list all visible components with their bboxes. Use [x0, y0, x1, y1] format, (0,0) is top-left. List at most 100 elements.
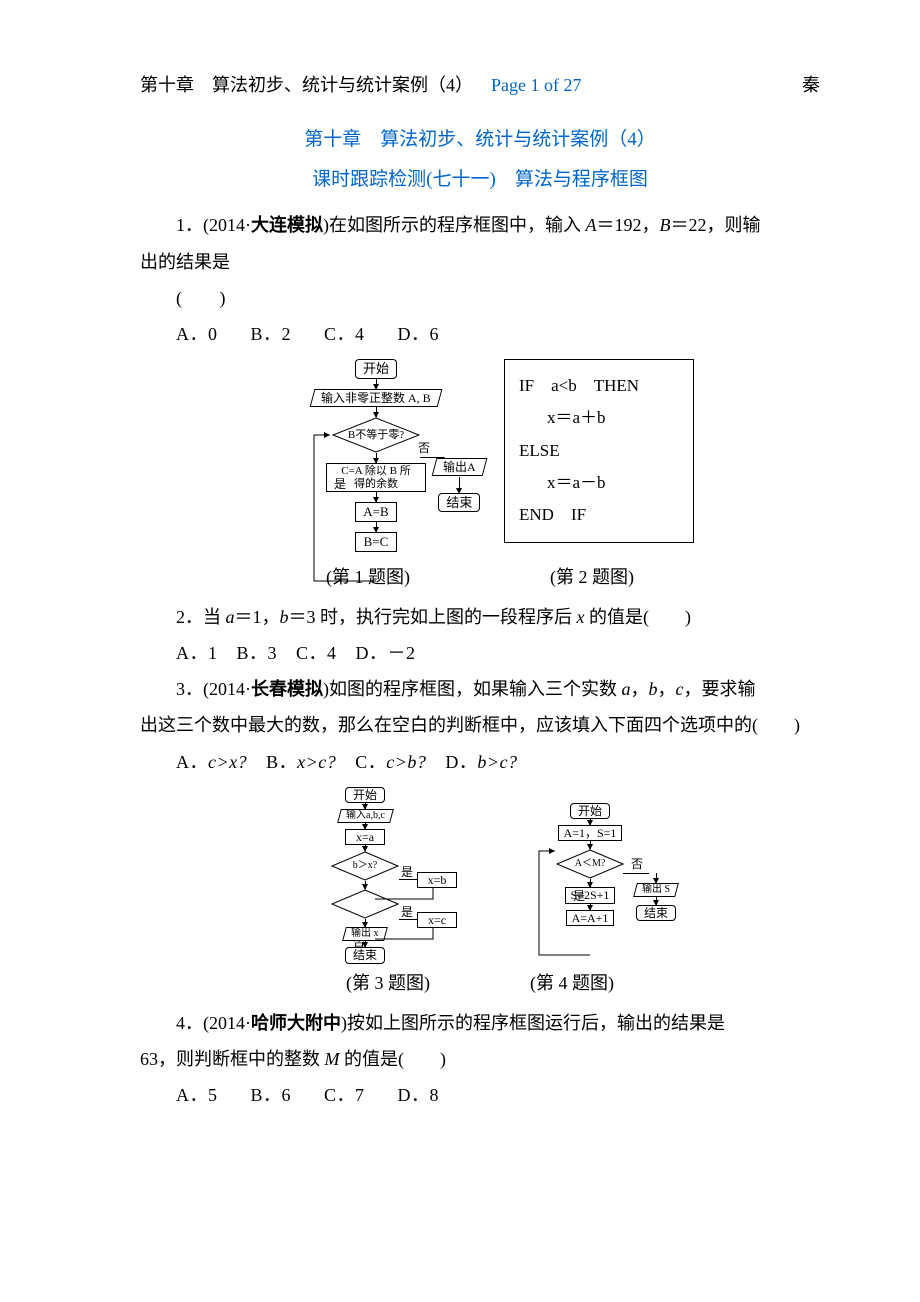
q2-eqa: ＝1，	[235, 607, 280, 627]
fc3-yes1: 是	[401, 865, 413, 879]
pseudocode-q2: IF a<b THEN x＝a＋b ELSE x＝a－b END IF	[504, 359, 694, 542]
q1-opt-A: 0	[208, 324, 218, 344]
q4-opt-B: 6	[282, 1085, 292, 1105]
q3-stem: 3．(2014·长春模拟)如图的程序框图，如果输入三个实数 a，b，c，要求输	[140, 672, 820, 706]
q4-text-a: 4．(2014·	[176, 1013, 251, 1033]
fc3-xb: x=b	[417, 872, 457, 888]
q3-text-b: )如图的程序框图，如果输入三个实数	[323, 679, 622, 699]
fc1-end: 结束	[438, 493, 480, 513]
q4-opt-D: 8	[430, 1085, 440, 1105]
fig4-label: (第 4 题图)	[530, 966, 614, 1000]
q1-varA: A	[586, 215, 597, 235]
fc1-step-bc: B=C	[355, 532, 397, 552]
q1-text-a: 1．(2014·	[176, 215, 251, 235]
q4-options: A．5 B．6 C．7 D．8	[140, 1078, 820, 1112]
fc1-label-no: 否	[418, 441, 430, 455]
q1-varB: B	[660, 215, 671, 235]
fc4-a: A=A+1	[566, 910, 615, 926]
q1-opt-D: 6	[430, 324, 440, 344]
q4-source: 哈师大附中	[251, 1013, 341, 1033]
figure-row-1: 开始 输入非零正整数 A, B B不等于零? 否 输出A 结束 是 C	[140, 359, 820, 551]
q2-stem: 2．当 a＝1，b＝3 时，执行完如上图的一段程序后 x 的值是( )	[140, 600, 820, 634]
fc4-out: 输出 S	[633, 883, 679, 897]
q1-stem-2: 出的结果是	[140, 245, 820, 279]
q4-opt-C: 7	[355, 1085, 365, 1105]
q1-paren: ( )	[140, 281, 820, 315]
q2-opt-A: 1	[208, 643, 218, 663]
fc1-right-branch: 输出A 结束	[434, 457, 485, 512]
fc4-start: 开始	[570, 803, 610, 819]
fig2-label: (第 2 题图)	[550, 560, 634, 594]
flowchart-q4: 开始 A=1，S=1 A＜M? 否 是 输出 S 结束 S=2S+1 A=A+1	[495, 803, 685, 927]
fc4-no: 否	[631, 857, 643, 871]
header-chapter: 第十章 算法初步、统计与统计案例（4）	[140, 68, 473, 102]
q2-opt-D: －2	[388, 643, 416, 663]
q3-a: a	[622, 679, 631, 699]
fc3-input: 输入a,b,c	[337, 809, 394, 823]
fc3-xc: x=c	[417, 912, 457, 928]
q2-a: a	[226, 607, 235, 627]
flowchart-q1: 开始 输入非零正整数 A, B B不等于零? 否 输出A 结束 是 C	[266, 359, 486, 551]
fc3-out: 输出 x	[342, 927, 387, 941]
pseudo-l4: x＝a－b	[519, 467, 679, 499]
q2-x: x	[577, 607, 585, 627]
header-page-number: Page 1 of 27	[491, 68, 581, 102]
fig3-label: (第 3 题图)	[346, 966, 430, 1000]
pseudo-l1: IF a<b THEN	[519, 370, 679, 402]
fc3-yes2: 是	[401, 905, 413, 919]
q2-b: b	[280, 607, 289, 627]
chapter-title: 第十章 算法初步、统计与统计案例（4）	[140, 122, 820, 158]
fc1-arrow-5	[376, 522, 377, 532]
q2-options: A．1 B．3 C．4 D．－2	[140, 636, 820, 670]
q3-text-c: ，要求输	[684, 679, 756, 699]
fc1-arrow-3	[376, 453, 377, 463]
q3-source: 长春模拟	[251, 679, 323, 699]
q3-stem-2: 出这三个数中最大的数，那么在空白的判断框中，应该填入下面四个选项中的( )	[140, 708, 820, 742]
q3-opt-B: x>c?	[297, 752, 336, 772]
fc4-end: 结束	[636, 905, 676, 921]
q2-eqb: ＝3 时，执行完如上图的一段程序后	[289, 607, 577, 627]
q1-eqA: ＝192，	[597, 215, 660, 235]
q1-stem: 1．(2014·大连模拟)在如图所示的程序框图中，输入 A＝192，B＝22，则…	[140, 208, 820, 242]
figure-row-2: 开始 输入a,b,c x=a b＞x? 是 否 x=b 是 否 x=c	[140, 787, 820, 964]
q4-text-c: 63，则判断框中的整数	[140, 1049, 325, 1069]
page-content: 第十章 算法初步、统计与统计案例（4） Page 1 of 27 秦 第十章 算…	[0, 0, 920, 1155]
fc1-arrow-4	[376, 492, 377, 502]
fc1-label-yes: 是	[334, 477, 346, 491]
q4-M: M	[325, 1049, 340, 1069]
fc3-dec1: b＞x?	[331, 851, 399, 881]
q3-text-a: 3．(2014·	[176, 679, 251, 699]
q4-stem: 4．(2014·哈师大附中)按如上图所示的程序框图运行后，输出的结果是	[140, 1006, 820, 1040]
fc3-xa: x=a	[345, 829, 385, 845]
flowchart-q3: 开始 输入a,b,c x=a b＞x? 是 否 x=b 是 否 x=c	[275, 787, 455, 964]
q3-opt-A: c>x?	[208, 752, 247, 772]
q4-stem-2: 63，则判断框中的整数 M 的值是( )	[140, 1042, 820, 1076]
q1-opt-B: 2	[282, 324, 292, 344]
q3-c: c	[676, 679, 684, 699]
fc4-right-branch: 输出 S 结束	[635, 873, 677, 921]
fc4-yes: 是	[573, 889, 585, 903]
q1-options: A．0 B．2 C．4 D．6	[140, 317, 820, 351]
q2-rest: 的值是( )	[585, 607, 692, 627]
fig1-label: (第 1 题图)	[326, 560, 410, 594]
q1-text-b: )在如图所示的程序框图中，输入	[323, 215, 586, 235]
fc1-arrow	[376, 379, 377, 389]
q4-opt-A: 5	[208, 1085, 218, 1105]
q3-b: b	[649, 679, 658, 699]
q3-opt-D: b>c?	[477, 752, 517, 772]
fc1-output: 输出A	[432, 458, 488, 476]
q1-source: 大连模拟	[251, 215, 323, 235]
header-author: 秦	[802, 68, 820, 102]
pseudo-l3: ELSE	[519, 435, 679, 467]
fc3-start: 开始	[345, 787, 385, 803]
q1-eqB: ＝22，则输	[671, 215, 761, 235]
q2-opt-B: 3	[268, 643, 278, 663]
fc1-decision: B不等于零?	[332, 417, 420, 453]
pseudo-l5: END IF	[519, 499, 679, 531]
fc3-end: 结束	[345, 947, 385, 963]
q3-opt-C: c>b?	[386, 752, 426, 772]
fc3-dec2	[331, 889, 399, 919]
q3-options: A．c>x? B．x>c? C．c>b? D．b>c?	[140, 745, 820, 779]
pseudo-l2: x＝a＋b	[519, 402, 679, 434]
fc1-start: 开始	[355, 359, 397, 379]
